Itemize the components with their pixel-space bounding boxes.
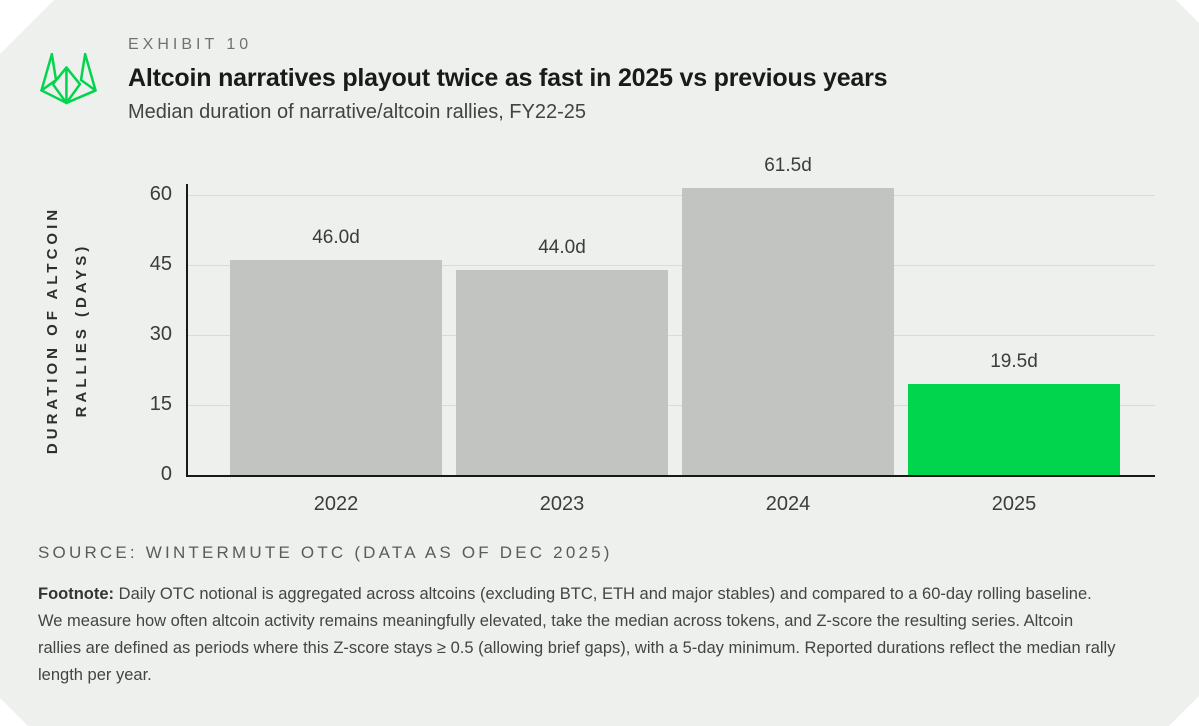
footnote-text: Daily OTC notional is aggregated across …: [38, 585, 1116, 684]
wintermute-logo-icon: [40, 53, 97, 105]
bar-2022: [230, 260, 442, 475]
x-axis-line: [186, 475, 1155, 477]
bar-2025: [908, 384, 1120, 475]
gridline-30: [188, 335, 1155, 336]
gridline-45: [188, 265, 1155, 266]
gridline-15: [188, 405, 1155, 406]
bar-value-label-2023: 44.0d: [538, 237, 586, 258]
footnote-label: Footnote:: [38, 585, 115, 603]
source-line: SOURCE: WINTERMUTE OTC (DATA AS OF DEC 2…: [38, 543, 613, 562]
y-tick-label-0: 0: [160, 463, 172, 485]
footnote: Footnote: Daily OTC notional is aggregat…: [38, 581, 1116, 689]
x-tick-label-2024: 2024: [765, 493, 811, 515]
bar-value-label-2022: 46.0d: [312, 227, 360, 248]
bar-2023: [456, 270, 668, 475]
exhibit-label: EXHIBIT 10: [128, 36, 253, 53]
y-axis-line: [186, 184, 188, 477]
y-tick-label-60: 60: [149, 183, 172, 205]
page-subtitle: Median duration of narrative/altcoin ral…: [128, 101, 587, 123]
y-tick-label-30: 30: [149, 323, 172, 345]
bar-value-label-2024: 61.5d: [764, 155, 812, 176]
y-tick-label-45: 45: [149, 253, 172, 275]
bar-2024: [682, 188, 894, 475]
y-tick-label-15: 15: [149, 393, 172, 415]
page-title: Altcoin narratives playout twice as fast…: [128, 64, 888, 92]
x-tick-label-2023: 2023: [539, 493, 585, 515]
x-tick-label-2022: 2022: [313, 493, 359, 515]
bar-value-label-2025: 19.5d: [990, 351, 1038, 372]
gridline-60: [188, 195, 1155, 196]
x-tick-label-2025: 2025: [991, 493, 1037, 515]
